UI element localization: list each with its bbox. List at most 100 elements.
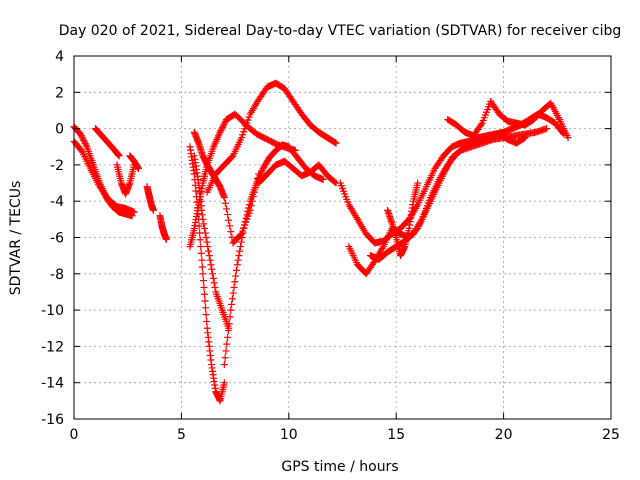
data-point — [227, 228, 235, 236]
data-point — [162, 235, 170, 243]
data-point — [220, 194, 228, 202]
data-point — [332, 139, 340, 147]
data-point — [204, 243, 212, 251]
y-tick-label: -14 — [41, 376, 64, 392]
data-point — [80, 138, 88, 146]
data-point — [196, 236, 204, 244]
data-point — [206, 256, 214, 264]
data-point — [199, 277, 207, 285]
data-point — [77, 132, 85, 140]
series-arc-2 — [70, 137, 138, 216]
data-point — [236, 247, 244, 255]
data-point — [252, 184, 260, 192]
data-point — [242, 218, 250, 226]
series-arc-9 — [190, 152, 233, 332]
series-arc-11 — [203, 79, 340, 196]
data-point — [200, 290, 208, 298]
data-point — [235, 252, 243, 260]
data-point — [232, 266, 240, 274]
data-point — [564, 134, 572, 142]
data-point — [229, 289, 237, 297]
data-point — [208, 265, 216, 273]
y-tick-label: -10 — [41, 303, 64, 319]
y-tick-label: -4 — [50, 194, 64, 210]
data-point — [225, 320, 233, 328]
data-point — [200, 283, 208, 291]
data-point — [242, 122, 250, 130]
data-point — [255, 170, 263, 178]
axis-ticks — [73, 55, 612, 420]
data-point — [134, 165, 142, 173]
data-point — [246, 206, 254, 214]
data-point — [200, 224, 208, 232]
chart-title: Day 020 of 2021, Sidereal Day-to-day VTE… — [59, 23, 622, 39]
data-point — [201, 229, 209, 237]
x-axis-title: GPS time / hours — [281, 459, 398, 475]
data-point — [248, 197, 256, 205]
data-point — [238, 134, 246, 142]
x-tick-label: 10 — [280, 427, 298, 443]
data-point — [202, 234, 210, 241]
data-point — [203, 317, 211, 325]
data-point — [231, 278, 239, 286]
data-point — [240, 224, 248, 232]
data-point — [224, 327, 232, 335]
data-point — [240, 128, 248, 136]
data-point — [245, 113, 253, 121]
series-arc-8 — [186, 143, 228, 405]
series-arc-12 — [220, 141, 327, 369]
data-points — [70, 79, 572, 405]
y-tick-labels: -16 -14 -12 -10 -8 -6 -4 -2 0 2 4 — [41, 49, 64, 428]
data-point — [217, 127, 225, 135]
data-point — [331, 138, 339, 146]
data-point — [221, 354, 229, 362]
x-tick-label: 15 — [387, 427, 405, 443]
data-point — [225, 216, 233, 224]
y-axis-title: SDTVAR / TECUs — [8, 181, 24, 296]
y-tick-label: -6 — [50, 231, 64, 247]
data-point — [76, 130, 84, 138]
y-tick-label: -8 — [50, 267, 64, 283]
data-point — [209, 270, 217, 278]
data-point — [238, 230, 246, 238]
data-point — [219, 122, 227, 130]
data-point — [224, 211, 232, 219]
data-point — [228, 300, 236, 308]
data-point — [249, 193, 257, 201]
data-point — [331, 178, 339, 186]
y-tick-label: -2 — [50, 158, 64, 174]
data-point — [241, 221, 249, 229]
data-point — [202, 304, 210, 312]
data-point — [244, 212, 252, 220]
data-point — [211, 283, 219, 291]
series-arc-13 — [190, 128, 263, 247]
data-point — [205, 247, 213, 255]
data-point — [218, 123, 226, 131]
data-point — [205, 252, 213, 260]
data-point — [209, 274, 217, 282]
data-point — [201, 297, 209, 305]
series-arc-14 — [255, 157, 340, 187]
data-point — [198, 263, 206, 271]
data-point — [521, 134, 529, 142]
data-point — [220, 379, 228, 387]
series-arc-3 — [91, 125, 123, 160]
data-point — [520, 134, 528, 142]
data-point — [207, 261, 215, 269]
data-point — [250, 188, 258, 196]
x-tick-labels: 0 5 10 15 20 25 — [70, 427, 620, 443]
x-tick-label: 5 — [177, 427, 186, 443]
x-tick-label: 25 — [602, 427, 620, 443]
data-point — [245, 209, 253, 217]
series-arc-6 — [143, 183, 157, 214]
data-point — [199, 270, 207, 278]
data-point — [220, 120, 228, 128]
y-tick-label: -12 — [41, 339, 64, 355]
data-point — [228, 233, 236, 241]
data-point — [319, 175, 327, 183]
data-point — [228, 295, 236, 303]
data-point — [78, 147, 86, 155]
data-point — [239, 227, 247, 235]
data-point — [216, 128, 224, 136]
